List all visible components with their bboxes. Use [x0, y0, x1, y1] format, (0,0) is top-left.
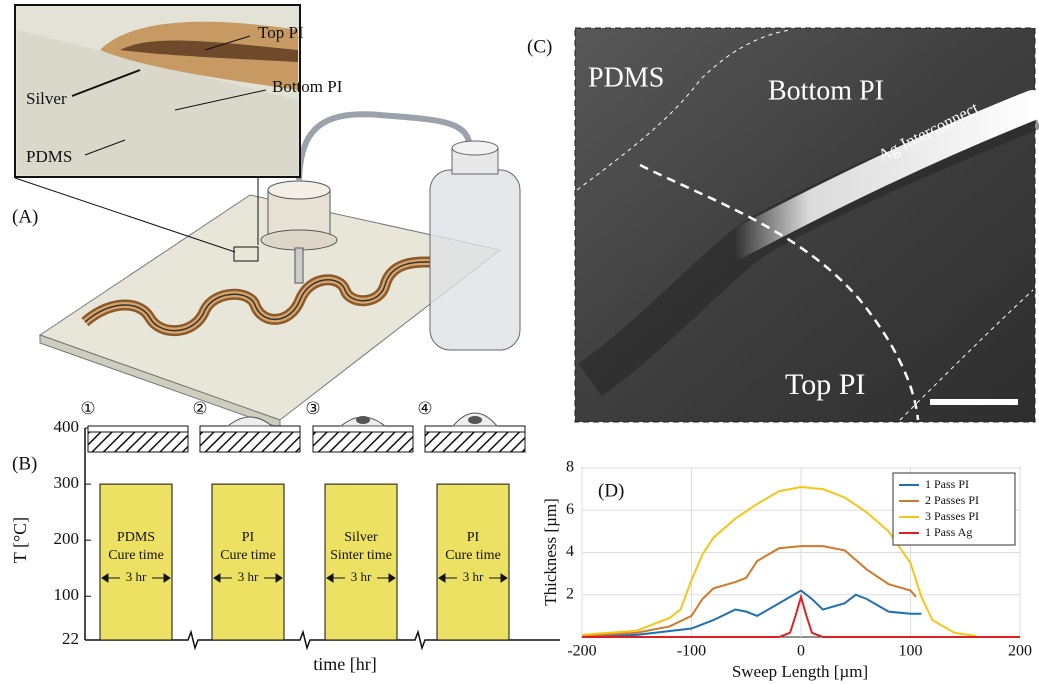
bar-label: Sinter time [330, 548, 392, 563]
figure: (A) Top PI Bottom PI Silver PDMS (C) PDM… [0, 0, 1039, 684]
panel-label: (B) [12, 453, 37, 474]
layer-stack [425, 430, 525, 452]
bottle [430, 170, 520, 350]
duration-label: 3 hr [126, 569, 147, 584]
y-tick-label: 200 [54, 529, 80, 548]
nozzle-top [268, 181, 330, 199]
step-number: ④ [417, 399, 432, 418]
legend-label: 3 Passes PI [925, 509, 979, 523]
panel-c: (C) PDMS Bottom PI Ag Interconnect Top P… [527, 28, 1035, 422]
bar-label: PDMS [117, 530, 155, 545]
y-tick-label: 6 [566, 501, 574, 518]
callout: Silver [26, 89, 67, 108]
legend-label: 1 Pass PI [925, 477, 969, 491]
y-axis-label: T [°C] [10, 517, 30, 563]
bar-label: Cure time [445, 548, 501, 563]
y-axis-label: Thickness [µm] [541, 498, 560, 606]
callout: PDMS [26, 147, 72, 166]
step-number: ③ [305, 399, 320, 418]
y-tick-label: 2 [566, 585, 574, 602]
bar-label: Cure time [108, 548, 164, 563]
inset-line [15, 178, 235, 252]
region-label: Bottom PI [768, 75, 884, 106]
y-tick-label: 400 [54, 417, 80, 436]
legend-label: 1 Pass Ag [925, 525, 972, 539]
panel-label: (D) [598, 480, 624, 501]
x-axis-label: time [hr] [313, 654, 376, 674]
bar-label: Silver [344, 530, 378, 545]
x-axis-label: Sweep Length [µm] [732, 662, 868, 681]
layer-silver [468, 416, 482, 424]
panel-label: (A) [12, 206, 38, 227]
y-tick-label: 4 [566, 543, 574, 560]
y-tick-label: 22 [62, 629, 79, 648]
bar-label: PI [467, 530, 480, 545]
x-tick-label: -200 [567, 643, 596, 660]
panel-label: (C) [527, 36, 552, 57]
panel-a [15, 5, 520, 428]
nozzle-tip [295, 248, 303, 283]
y-tick-label: 100 [54, 585, 80, 604]
layer-top [88, 426, 188, 432]
layer-stack [313, 430, 413, 452]
duration-label: 3 hr [351, 569, 372, 584]
step-number: ② [192, 399, 207, 418]
callout: Top PI [258, 23, 304, 42]
bar-label: PI [242, 530, 255, 545]
nozzle-flange [261, 230, 337, 250]
layer-stack [88, 430, 188, 452]
bar-label: Cure time [220, 548, 276, 563]
layer-top [313, 426, 413, 432]
duration-label: 3 hr [238, 569, 259, 584]
duration-label: 3 hr [463, 569, 484, 584]
layer-silver [356, 416, 370, 424]
region-label: PDMS [588, 62, 664, 93]
layer-top [425, 426, 525, 432]
x-tick-label: 0 [797, 643, 805, 660]
y-tick-label: 300 [54, 473, 80, 492]
layer-stack [200, 430, 300, 452]
layer-top [200, 426, 300, 432]
x-tick-label: 100 [899, 643, 923, 660]
callout: Bottom PI [272, 77, 343, 96]
y-tick-label: 8 [566, 459, 574, 476]
region-label: Top PI [785, 368, 865, 401]
x-tick-label: 200 [1008, 643, 1032, 660]
step-number: ① [80, 399, 95, 418]
bottle-cap-top [452, 141, 498, 155]
x-tick-label: -100 [677, 643, 706, 660]
legend-label: 2 Passes PI [925, 493, 979, 507]
